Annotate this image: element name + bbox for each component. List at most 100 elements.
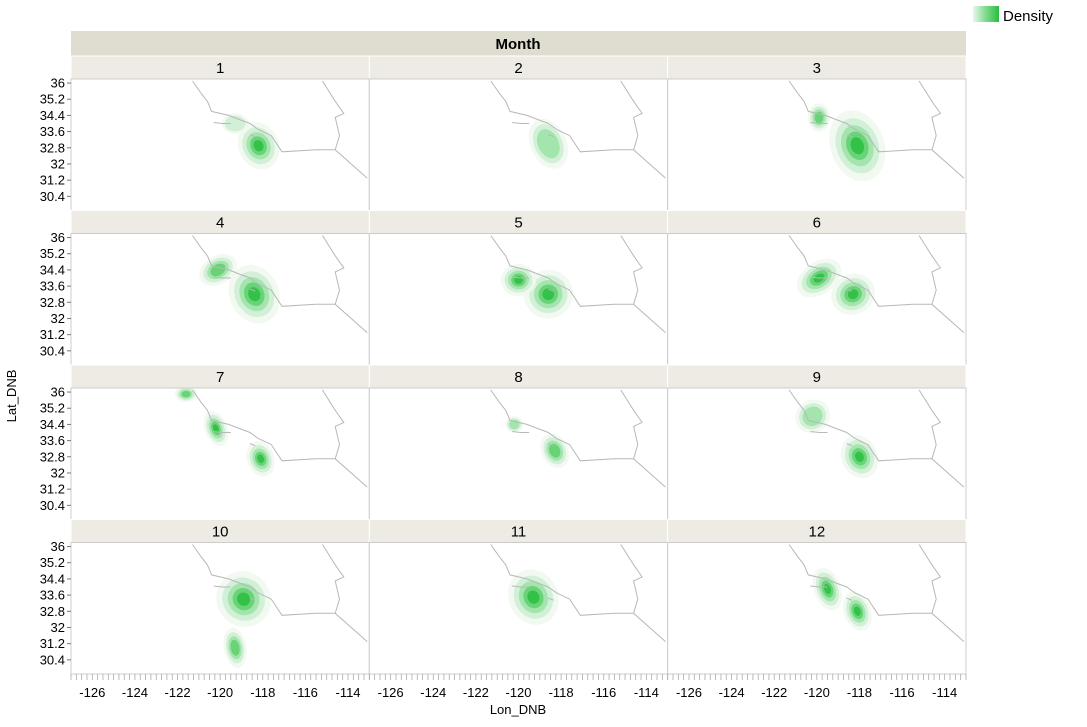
y-tick-label-10-5: 32 (51, 620, 65, 635)
x-tick-label-11-1: -124 (420, 685, 446, 700)
density-contour-10-0-4 (237, 592, 251, 606)
island-outline-10-1 (249, 597, 256, 601)
island-outline-6-0 (810, 276, 828, 279)
facet-panel-8: 8 (368, 364, 669, 520)
facet-panel-11: 11 (368, 519, 669, 675)
x-tick-label-11-0: -126 (378, 685, 404, 700)
y-tick-label-4-4: 32.8 (40, 295, 65, 310)
density-contour-10-1-3 (230, 639, 240, 656)
y-tick-label-1-5: 32 (51, 156, 65, 171)
coastline-outline-12 (788, 544, 965, 642)
facet-panel-9: 9 (667, 364, 967, 520)
y-tick-label-10-7: 30.4 (40, 652, 65, 667)
density-contour-4-0-4 (248, 287, 261, 302)
facet-label-2: 2 (514, 60, 522, 77)
y-tick-label-10-6: 31.2 (40, 636, 65, 651)
x-tick-label-12-1: -124 (719, 685, 745, 700)
y-tick-label-7-6: 31.2 (40, 482, 65, 497)
y-tick-label-10-4: 32.8 (40, 604, 65, 619)
density-contour-1-0-4 (253, 140, 264, 152)
coastline-outline-2 (490, 80, 666, 179)
facet-label-3: 3 (813, 60, 821, 77)
y-tick-label-10-2: 34.4 (40, 571, 65, 586)
island-outline-3-1 (846, 134, 853, 138)
plot-area-3 (667, 79, 966, 211)
density-contour-7-0-4 (212, 424, 219, 433)
density-contour-12-1-4 (853, 606, 861, 616)
x-tick-label-10-5: -116 (293, 685, 318, 700)
x-tick-label-11-2: -122 (463, 685, 489, 700)
legend-swatch (973, 6, 999, 22)
y-tick-label-7-7: 30.4 (40, 498, 65, 513)
coastline-outline-6 (788, 235, 965, 333)
x-tick-label-10-4: -118 (250, 685, 275, 700)
facet-label-9: 9 (813, 369, 821, 386)
island-outline-12-0 (810, 585, 828, 588)
plot-area-1 (71, 79, 370, 211)
y-tick-label-1-2: 34.4 (40, 108, 65, 123)
plot-area-5 (369, 233, 668, 365)
island-outline-1-1 (249, 134, 256, 138)
island-outline-1-0 (213, 122, 231, 124)
facet-label-10: 10 (212, 524, 229, 541)
facet-panel-1: 1 (70, 55, 370, 211)
island-outline-3-0 (810, 122, 828, 124)
y-tick-label-1-7: 30.4 (40, 189, 65, 204)
facet-panel-5: 5 (368, 210, 669, 366)
y-tick-label-4-6: 31.2 (40, 327, 65, 342)
x-tick-label-12-3: -120 (804, 685, 830, 700)
plot-area-4 (71, 233, 370, 365)
coastline-outline-1 (192, 80, 368, 179)
facet-panel-12: 12 (667, 519, 967, 675)
density-contour-11-0-4 (527, 590, 540, 604)
density-contour-5-0-4 (542, 288, 555, 301)
y-tick-label-10-1: 35.2 (40, 555, 65, 570)
island-outline-2-0 (512, 122, 530, 124)
facet-label-7: 7 (216, 369, 224, 386)
y-tick-label-10-0: 36 (51, 539, 65, 554)
y-axis-label: Lat_DNB (4, 370, 19, 423)
y-tick-label-7-4: 32.8 (40, 449, 65, 464)
island-outline-5-1 (548, 288, 554, 292)
density-contour-9-1-2 (802, 406, 823, 427)
facet-label-5: 5 (514, 215, 522, 232)
facet-panel-7: 7 (70, 364, 370, 520)
y-tick-label-4-0: 36 (51, 230, 65, 245)
x-axis-label: Lon_DNB (490, 702, 546, 717)
legend: Density (973, 6, 1054, 25)
island-outline-10-0 (213, 585, 231, 588)
y-tick-label-1-3: 33.6 (40, 124, 65, 139)
facet-panel-4: 4 (70, 210, 370, 366)
island-outline-6-1 (846, 288, 853, 292)
x-tick-label-10-3: -120 (207, 685, 233, 700)
x-tick-label-10-0: -126 (79, 685, 105, 700)
facet-panel-3: 3 (667, 55, 967, 211)
coastline-outline-10 (192, 544, 368, 642)
x-tick-label-12-6: -114 (932, 685, 957, 700)
y-tick-label-1-4: 32.8 (40, 140, 65, 155)
density-contour-6-1-4 (847, 289, 859, 300)
x-tick-label-11-5: -116 (591, 685, 616, 700)
island-outline-4-0 (213, 276, 231, 279)
facet-label-12: 12 (808, 524, 825, 541)
x-tick-label-11-6: -114 (634, 685, 659, 700)
island-outline-9-1 (846, 443, 853, 447)
coastline-outline-4 (192, 235, 368, 333)
coastline-outline-9 (788, 389, 965, 488)
density-contour-7-1-4 (257, 454, 265, 464)
facet-title: Month (496, 36, 541, 53)
facet-label-4: 4 (216, 215, 224, 232)
island-outline-7-0 (213, 431, 231, 433)
y-tick-label-7-1: 35.2 (40, 401, 65, 416)
y-tick-label-4-1: 35.2 (40, 246, 65, 261)
y-tick-label-4-3: 33.6 (40, 279, 65, 294)
density-contour-8-0-3 (548, 443, 561, 458)
island-outline-9-0 (810, 431, 828, 433)
y-tick-label-7-5: 32 (51, 465, 65, 480)
coastline-outline-11 (490, 544, 666, 642)
y-tick-label-7-0: 36 (51, 385, 65, 400)
plot-area-8 (369, 388, 668, 520)
island-outline-5-0 (512, 276, 530, 279)
facet-label-6: 6 (813, 215, 821, 232)
